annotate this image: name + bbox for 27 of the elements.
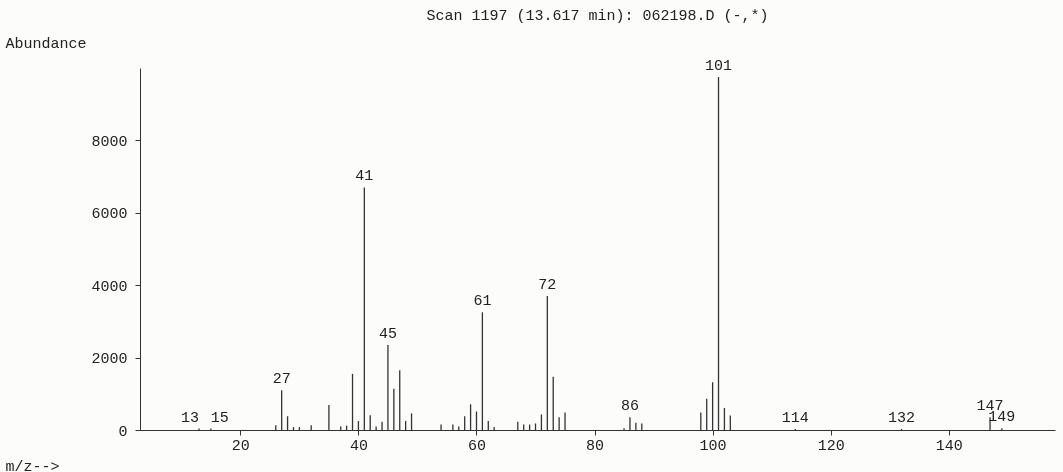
y-tick-label: 6000 <box>91 206 128 224</box>
x-tick-label: 100 <box>699 437 727 455</box>
y-tick-label: 8000 <box>91 133 128 151</box>
annotation: 15 <box>210 409 229 427</box>
annotation: 41 <box>355 168 374 186</box>
x-tick-label: 140 <box>935 437 963 455</box>
y-axis-title: Abundance <box>5 35 87 53</box>
y-tick-label: 4000 <box>91 278 128 296</box>
annotation: 114 <box>781 409 809 427</box>
annotation: 86 <box>620 398 639 416</box>
x-tick-label: 120 <box>817 437 845 455</box>
x-axis-title: m/z--> <box>5 458 60 472</box>
annotation: 101 <box>705 58 733 76</box>
annotation: 45 <box>378 325 397 343</box>
annotation: 61 <box>473 293 492 311</box>
annotation: 72 <box>538 277 557 295</box>
y-tick-label: 2000 <box>91 351 128 369</box>
x-tick-label: 40 <box>349 437 368 455</box>
annotation: 13 <box>181 409 200 427</box>
x-tick-label: 60 <box>467 437 486 455</box>
x-tick-label: 20 <box>231 437 250 455</box>
x-tick-label: 80 <box>586 437 605 455</box>
y-tick-label: 0 <box>118 423 128 441</box>
annotation: 27 <box>272 371 291 389</box>
annotation: 149 <box>988 409 1016 427</box>
chart-title: Scan 1197 (13.617 min): 062198.D (-,*) <box>426 8 769 25</box>
annotation: 132 <box>888 409 916 427</box>
